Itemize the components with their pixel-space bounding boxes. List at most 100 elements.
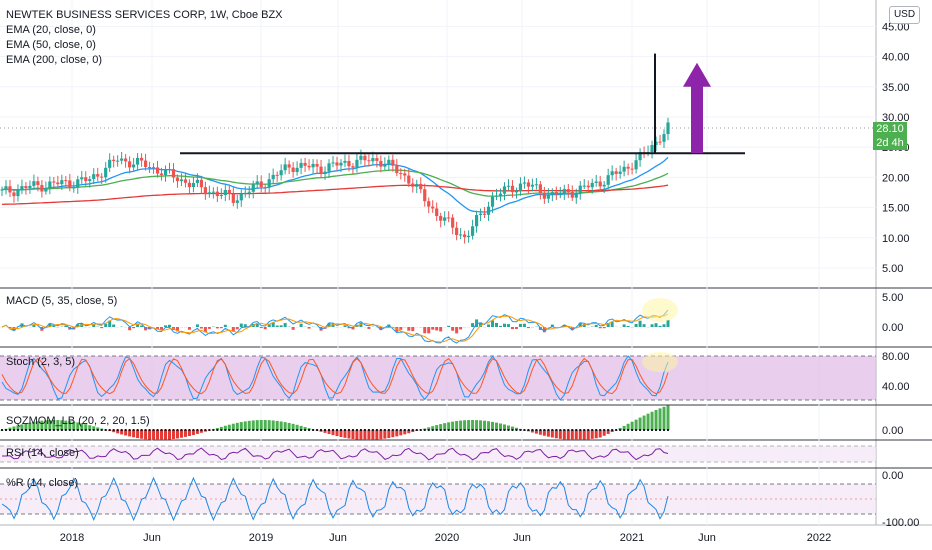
macd-histogram-bar (160, 327, 164, 330)
sqzmom-dot (639, 429, 642, 431)
sqzmom-dot (164, 429, 167, 431)
candle-down (263, 187, 267, 189)
ema200-legend[interactable]: EMA (200, close, 0) (6, 54, 102, 66)
sqzmom-dot (176, 429, 179, 431)
macd-histogram-bar (36, 326, 40, 328)
time-axis[interactable]: 2018 Jun 2019 Jun 2020 Jun 2021 Jun 2022 (60, 532, 831, 544)
sqzmom-dot (32, 429, 35, 431)
ema20-legend[interactable]: EMA (20, close, 0) (6, 24, 96, 36)
candle-up (443, 217, 447, 221)
macd-histogram-bar (590, 326, 594, 327)
candle-up (255, 181, 259, 185)
candle-down (439, 216, 443, 221)
stoch-label[interactable]: Stoch (2, 3, 5) (6, 356, 76, 368)
sqzmom-dot (555, 429, 558, 431)
macd-label[interactable]: MACD (5, 35, close, 5) (6, 295, 118, 307)
macd-histogram-bar (427, 327, 431, 334)
candle-down (147, 167, 152, 169)
macd-histogram-bar (666, 319, 670, 327)
candle-up (323, 171, 327, 175)
candle-up (92, 174, 96, 180)
wr-label[interactable]: %R (14, close) (6, 477, 79, 489)
sqzmom-dot (220, 429, 223, 431)
candle-up (478, 213, 483, 216)
sqzmom-bar (339, 430, 343, 437)
sqzmom-bar (463, 420, 467, 430)
sqzmom-bar (662, 406, 666, 430)
currency-button[interactable]: USD (889, 6, 920, 24)
candle-down (151, 167, 156, 169)
candle-up (486, 206, 491, 215)
ema50-legend[interactable]: EMA (50, close, 0) (6, 39, 96, 51)
macd-histogram-bar (578, 322, 582, 327)
sqzmom-bar (483, 420, 487, 430)
candle-up (243, 192, 247, 194)
candle-up (383, 163, 387, 167)
sqzmom-dot (547, 429, 550, 431)
candle-down (482, 213, 487, 215)
macd-histogram-bar (419, 327, 423, 328)
macd-histogram-bar (263, 327, 267, 330)
macd-histogram-bar (622, 324, 626, 327)
macd-histogram-bar (634, 323, 638, 327)
sqzmom-bar (287, 422, 291, 430)
macd-histogram-bar (28, 326, 32, 328)
pane-tick-label: 40.00 (882, 381, 910, 393)
sqzmom-dot (52, 429, 55, 431)
sqzmom-bar (144, 430, 148, 440)
sqzmom-bar (598, 430, 602, 438)
candle-up (135, 157, 140, 165)
sqzmom-bar (634, 419, 638, 430)
sqzmom-bar (594, 430, 598, 439)
candle-down (287, 164, 291, 168)
macd-histogram-bar (255, 323, 259, 327)
sqzmom-dot (363, 429, 366, 431)
sqzmom-dot (447, 429, 450, 431)
macd-histogram-bar (626, 325, 630, 327)
sqzmom-bar (239, 422, 243, 430)
sqzmom-bar (530, 430, 534, 433)
sqzmom-bar (72, 421, 76, 430)
macd-histogram-bar (367, 327, 371, 329)
candle-up (207, 192, 211, 195)
sqzmom-bar (618, 427, 622, 430)
macd-histogram-bar (479, 322, 483, 327)
sqzmom-bar (502, 424, 506, 430)
rsi-label[interactable]: RSI (14, close) (6, 447, 79, 459)
sqzmom-dot (312, 429, 315, 431)
grid-lines (0, 0, 876, 525)
sqzmom-dot (439, 429, 442, 431)
sqzmom-bar (44, 420, 48, 430)
sqzmom-dot (60, 429, 63, 431)
oscillator-series (0, 309, 670, 522)
sqzmom-bar (550, 430, 554, 438)
sqzmom-bar (40, 420, 44, 430)
sqzmom-bar (443, 423, 447, 430)
sqzmom-dot (300, 429, 303, 431)
sqzmom-bar (578, 430, 582, 440)
price-tick-label: 10.00 (882, 233, 910, 245)
macd-histogram-bar (84, 327, 88, 328)
sqzmom-bar (658, 408, 662, 430)
sqzmom-bar (36, 421, 40, 430)
last-price-tag: 28.10 (873, 122, 907, 136)
macd-histogram-bar (371, 326, 375, 327)
sqzmom-dot (48, 429, 51, 431)
sqzmom-bar (132, 430, 136, 438)
candle-down (203, 187, 207, 195)
macd-histogram-bar (271, 322, 275, 327)
symbol-title[interactable]: NEWTEK BUSINESS SERVICES CORP, 1W, Cboe … (6, 9, 283, 21)
candle-up (235, 200, 239, 203)
time-tick-label: 2019 (249, 532, 273, 544)
sqzmom-bar (666, 405, 670, 430)
sqzmom-bar (495, 422, 499, 430)
candle-down (112, 159, 116, 161)
price-axis[interactable]: 45.0040.0035.0030.0025.0020.0015.0010.00… (882, 21, 919, 529)
candle-down (96, 174, 100, 177)
sqzmom-label[interactable]: SQZMOM_LB (20, 2, 20, 1.5) (6, 415, 150, 427)
sqzmom-dot (339, 429, 342, 431)
sqzmom-dot (12, 429, 15, 431)
sqzmom-bar (48, 420, 52, 430)
sqzmom-bar (12, 426, 16, 430)
sqzmom-dot (108, 429, 111, 431)
